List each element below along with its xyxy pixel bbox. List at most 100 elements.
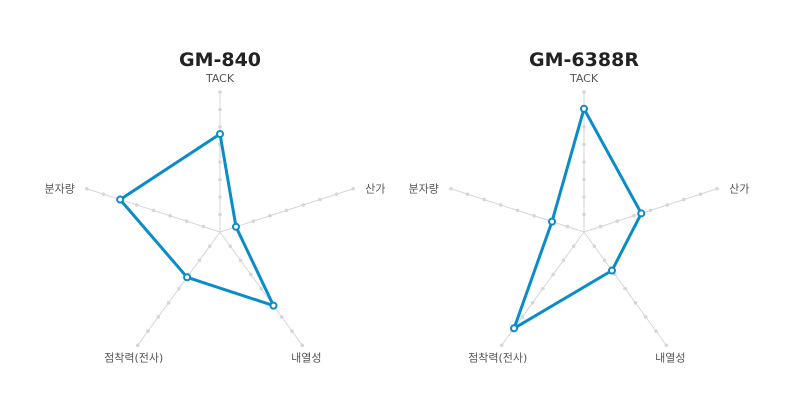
data-point: [216, 130, 224, 138]
axis-tick-dot: [301, 203, 306, 207]
axis-tick-dot: [228, 244, 233, 248]
data-point: [637, 209, 646, 218]
radar-grid: [85, 90, 355, 348]
axis-tick-dot: [218, 125, 222, 129]
radar-grid: [449, 90, 719, 348]
axis-label: 내열성: [655, 351, 685, 364]
axis-tick-dot: [482, 197, 486, 202]
axis-tick-dot: [582, 195, 586, 199]
axis-tick-dot: [582, 212, 586, 217]
axis-label: 점착력(전사): [468, 351, 527, 364]
axis-label: 산가: [365, 183, 385, 196]
axis-tick-dot: [582, 142, 586, 147]
axis-tick-dot: [197, 258, 202, 263]
axis-tick-dot: [218, 160, 222, 164]
chart-title: GM-6388R: [529, 49, 639, 71]
axis-tick-dot: [318, 197, 322, 202]
axis-tick-dot: [177, 286, 181, 291]
axis-tick-dot: [632, 213, 636, 218]
axis-tick-dot: [623, 286, 627, 291]
axis-tick-dot: [532, 213, 536, 218]
axis-tick-dot: [498, 203, 503, 207]
axis-tick-dot: [334, 192, 339, 196]
axis-tick-dot: [465, 192, 470, 196]
axis-label: 산가: [729, 183, 749, 196]
axis-tick-dot: [168, 213, 172, 218]
axis-label: 점착력(전사): [104, 351, 163, 364]
axis-tick-dot: [284, 208, 289, 213]
axis-tick-dot: [290, 329, 294, 333]
axis-tick-dot: [582, 177, 586, 182]
axis-tick-dot: [615, 219, 620, 223]
axis-tick-dot: [698, 192, 703, 196]
series-polygon: [118, 132, 275, 308]
axis-tick-dot: [449, 186, 453, 191]
axis-tick-dot: [268, 213, 272, 218]
axis-tick-dot: [565, 224, 570, 229]
data-point: [548, 217, 557, 226]
axis-tick-dot: [279, 315, 284, 319]
axis-tick-dot: [715, 186, 719, 191]
axis-tick-dot: [648, 208, 653, 213]
axis-tick-dot: [184, 219, 189, 223]
axis-tick-dot: [582, 160, 586, 164]
axis-tick-dot: [207, 244, 212, 248]
axis-tick-dot: [259, 286, 263, 291]
data-point: [510, 324, 519, 333]
series-polygon: [512, 107, 643, 330]
axis-tick-dot: [351, 186, 355, 191]
data-series: [510, 104, 646, 333]
axis-tick-dot: [218, 177, 222, 182]
axis-tick-dot: [561, 258, 566, 263]
axis-tick-dot: [218, 195, 222, 199]
axis-tick-dot: [201, 224, 206, 229]
axis-tick-dot: [156, 315, 161, 319]
axis-tick-dot: [530, 300, 535, 305]
axis-tick-dot: [551, 272, 555, 277]
axis-tick-dot: [146, 329, 150, 333]
axis-tick-dot: [166, 300, 171, 305]
axis-label: 분자량: [44, 183, 74, 196]
axis-label: TACK: [205, 72, 235, 85]
axis-tick-dot: [218, 90, 222, 94]
axis-tick-dot: [520, 315, 525, 319]
axis-tick-dot: [643, 315, 648, 319]
data-point: [116, 195, 125, 204]
axis-tick-dot: [101, 192, 106, 196]
axis-tick-dot: [135, 343, 140, 348]
axis-tick-dot: [571, 244, 576, 248]
data-point: [607, 266, 616, 275]
axis-label: 분자량: [408, 183, 438, 196]
axis-tick-dot: [602, 258, 607, 263]
chart-title: GM-840: [179, 49, 261, 71]
axis-tick-dot: [218, 212, 222, 217]
axis-tick-dot: [499, 343, 504, 348]
axis-tick-dot: [85, 186, 89, 191]
axis-tick-dot: [300, 343, 305, 348]
data-point: [183, 273, 192, 282]
axis-tick-dot: [541, 286, 545, 291]
axis-tick-dot: [664, 343, 669, 348]
data-point: [269, 301, 278, 310]
axis-tick-dot: [582, 90, 586, 94]
axis-tick-dot: [238, 258, 243, 263]
axis-tick-dot: [218, 107, 222, 112]
axis-tick-dot: [665, 203, 670, 207]
axis-tick-dot: [134, 203, 139, 207]
axis-tick-dot: [249, 272, 253, 277]
axis-tick-dot: [515, 208, 520, 213]
axis-tick-dot: [582, 125, 586, 129]
axis-tick-dot: [598, 224, 603, 229]
axis-tick-dot: [151, 208, 156, 213]
axis-tick-dot: [633, 300, 638, 305]
axis-tick-dot: [654, 329, 658, 333]
axis-tick-dot: [251, 219, 256, 223]
axis-tick-dot: [592, 244, 597, 248]
axis-label: 내열성: [291, 351, 321, 364]
